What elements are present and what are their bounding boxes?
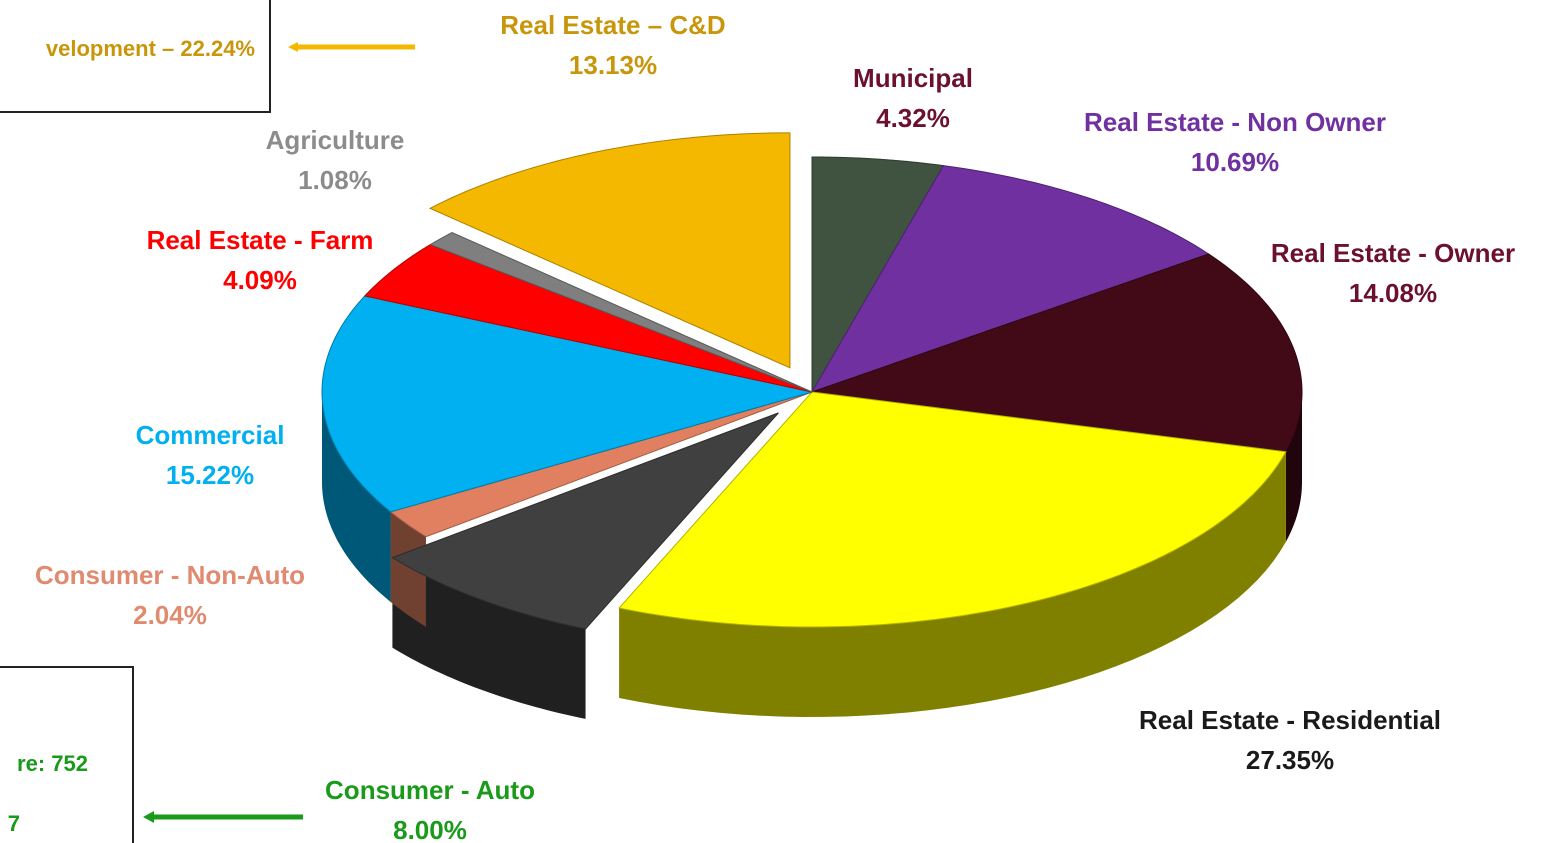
data-label-name: Real Estate - Farm <box>147 225 374 255</box>
data-label-name: Real Estate - Non Owner <box>1084 107 1386 137</box>
data-label-value: 14.08% <box>1349 278 1437 308</box>
data-label-value: 15.22% <box>166 460 254 490</box>
arrow <box>143 811 303 823</box>
data-label-name: Consumer - Non-Auto <box>35 560 305 590</box>
slice <box>811 253 1303 453</box>
pie <box>321 132 1303 719</box>
data-label-value: 8.00% <box>393 815 467 843</box>
data-label-name: Commercial <box>136 420 285 450</box>
annotation-text: 7 <box>8 811 20 836</box>
slice-side <box>1285 392 1302 542</box>
slice <box>428 132 791 369</box>
data-label-name: Municipal <box>853 63 973 93</box>
data-label-value: 10.69% <box>1191 147 1279 177</box>
slice <box>389 391 813 538</box>
data-label-value: 4.09% <box>223 265 297 295</box>
data-label-name: Agriculture <box>266 125 405 155</box>
slice <box>321 295 813 513</box>
slice <box>811 156 945 394</box>
data-label-name: Real Estate – C&D <box>500 10 725 40</box>
slice <box>810 165 1210 393</box>
slice-side <box>322 392 391 602</box>
annotation-box <box>0 0 271 113</box>
annotation-text: velopment – 22.24% <box>46 36 255 61</box>
slice-side <box>619 451 1286 717</box>
data-label-name: Consumer - Auto <box>325 775 535 805</box>
slice <box>618 391 1287 628</box>
slice <box>363 244 813 393</box>
slice-side <box>392 557 586 719</box>
annotation-box <box>0 666 134 843</box>
slice <box>391 412 779 630</box>
data-label-value: 2.04% <box>133 600 207 630</box>
data-label-name: Real Estate - Owner <box>1271 238 1515 268</box>
slice-side <box>390 511 426 627</box>
data-label-value: 4.32% <box>876 103 950 133</box>
data-label-name: Real Estate - Residential <box>1139 705 1441 735</box>
data-label-value: 13.13% <box>569 50 657 80</box>
annotation-text: re: 752 <box>17 751 88 776</box>
data-label-value: 27.35% <box>1246 745 1334 775</box>
arrow <box>288 42 415 52</box>
slice <box>429 231 813 393</box>
data-label-value: 1.08% <box>298 165 372 195</box>
